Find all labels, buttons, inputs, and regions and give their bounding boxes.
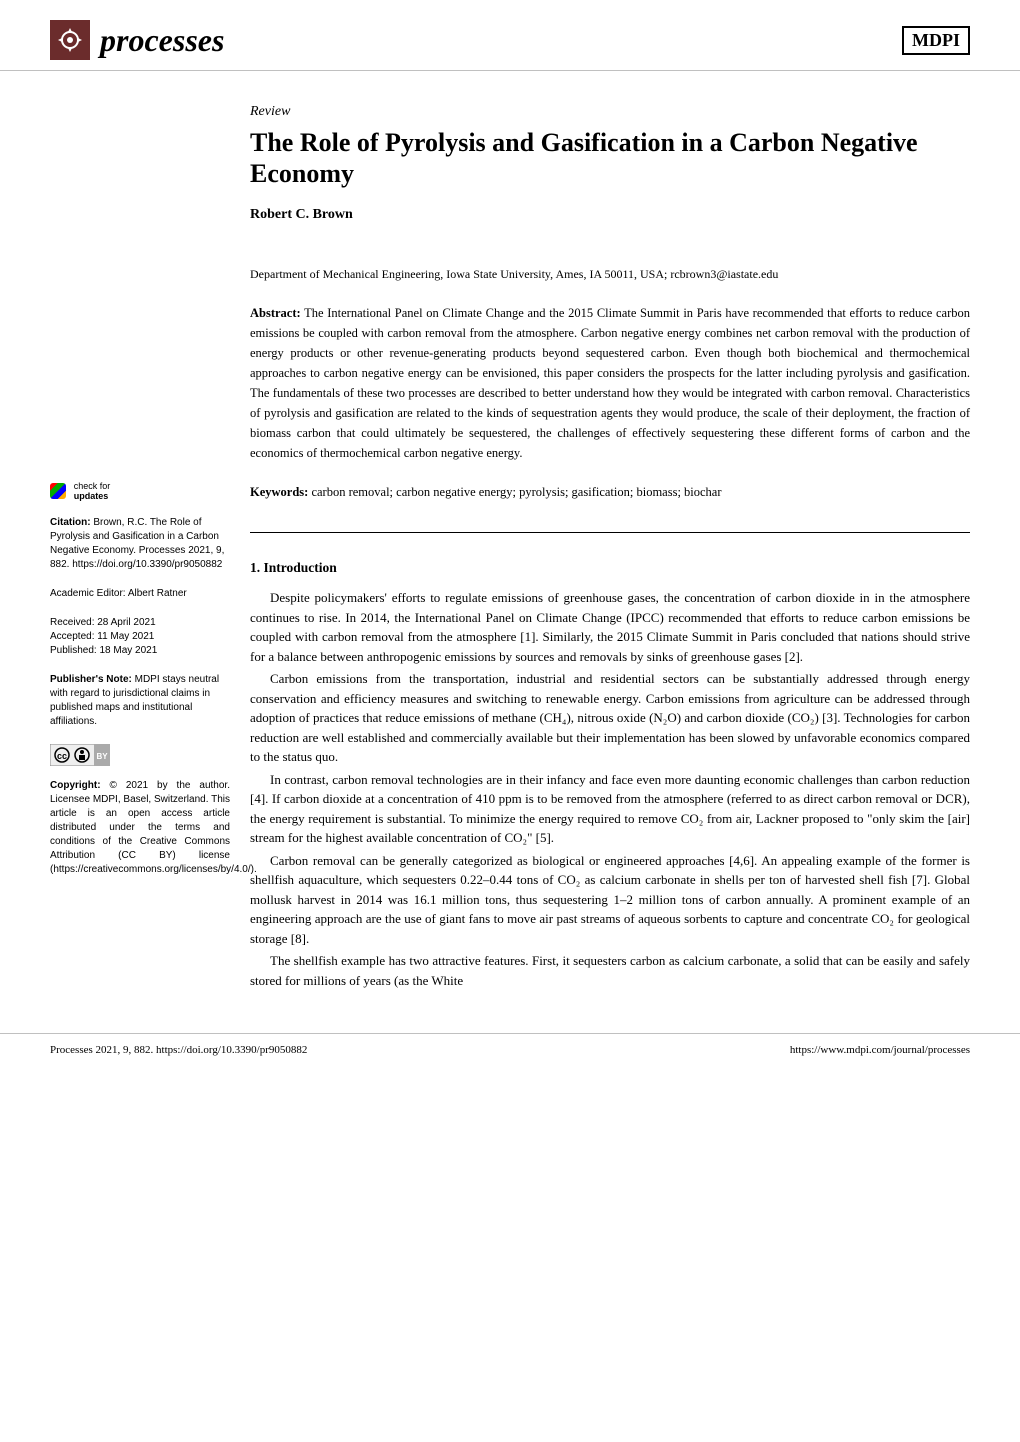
- body-paragraph: Carbon removal can be generally categori…: [250, 851, 970, 949]
- published-date: Published: 18 May 2021: [50, 644, 230, 658]
- check-updates-text: check for updates: [74, 481, 111, 501]
- svg-text:cc: cc: [57, 751, 67, 761]
- article-type: Review: [250, 101, 970, 122]
- keywords-label: Keywords:: [250, 485, 308, 499]
- journal-name: processes: [100, 22, 224, 59]
- citation-block: Citation: Brown, R.C. The Role of Pyroly…: [50, 516, 230, 572]
- page-header: processes MDPI: [0, 0, 1020, 71]
- check-updates-line1: check for: [74, 481, 111, 491]
- body-paragraph: Despite policymakers' efforts to regulat…: [250, 588, 970, 666]
- check-updates-block[interactable]: check for updates: [50, 481, 230, 501]
- editor-label: Academic Editor:: [50, 588, 126, 599]
- divider-line: [250, 532, 970, 533]
- keywords-text: carbon removal; carbon negative energy; …: [308, 485, 721, 499]
- received-date: Received: 28 April 2021: [50, 616, 230, 630]
- footer-right: https://www.mdpi.com/journal/processes: [790, 1044, 970, 1056]
- publishers-note-label: Publisher's Note:: [50, 674, 132, 685]
- main-content-wrapper: check for updates Citation: Brown, R.C. …: [0, 71, 1020, 1013]
- publisher-logo: MDPI: [902, 26, 970, 55]
- gear-icon: [56, 26, 84, 54]
- journal-logo-block: processes: [50, 20, 224, 60]
- abstract-text: The International Panel on Climate Chang…: [250, 306, 970, 460]
- svg-text:BY: BY: [96, 752, 108, 761]
- check-updates-icon: [50, 483, 66, 499]
- dates-block: Received: 28 April 2021 Accepted: 11 May…: [50, 616, 230, 658]
- editor-block: Academic Editor: Albert Ratner: [50, 587, 230, 601]
- check-updates-line2: updates: [74, 491, 109, 501]
- section-heading: 1. Introduction: [250, 558, 970, 578]
- accepted-date: Accepted: 11 May 2021: [50, 630, 230, 644]
- cc-license-icon[interactable]: cc BY: [50, 744, 230, 769]
- author-name: Robert C. Brown: [250, 204, 970, 225]
- journal-logo-icon: [50, 20, 90, 60]
- body-paragraph: In contrast, carbon removal technologies…: [250, 770, 970, 848]
- body-paragraph: Carbon emissions from the transportation…: [250, 669, 970, 767]
- sidebar: check for updates Citation: Brown, R.C. …: [50, 101, 250, 993]
- affiliation: Department of Mechanical Engineering, Io…: [250, 265, 970, 283]
- editor-text: Albert Ratner: [126, 588, 187, 599]
- abstract-block: Abstract: The International Panel on Cli…: [250, 303, 970, 463]
- copyright-text: © 2021 by the author. Licensee MDPI, Bas…: [50, 780, 257, 875]
- publishers-note-block: Publisher's Note: MDPI stays neutral wit…: [50, 673, 230, 729]
- copyright-block: Copyright: © 2021 by the author. License…: [50, 779, 230, 877]
- citation-label: Citation:: [50, 517, 91, 528]
- keywords-block: Keywords: carbon removal; carbon negativ…: [250, 483, 970, 502]
- footer-left: Processes 2021, 9, 882. https://doi.org/…: [50, 1044, 307, 1056]
- abstract-label: Abstract:: [250, 306, 301, 320]
- article-title: The Role of Pyrolysis and Gasification i…: [250, 127, 970, 189]
- page-footer: Processes 2021, 9, 882. https://doi.org/…: [0, 1033, 1020, 1076]
- cc-by-icon: cc BY: [50, 744, 110, 766]
- body-paragraph: The shellfish example has two attractive…: [250, 951, 970, 990]
- copyright-label: Copyright:: [50, 780, 101, 791]
- article-content: Review The Role of Pyrolysis and Gasific…: [250, 101, 970, 993]
